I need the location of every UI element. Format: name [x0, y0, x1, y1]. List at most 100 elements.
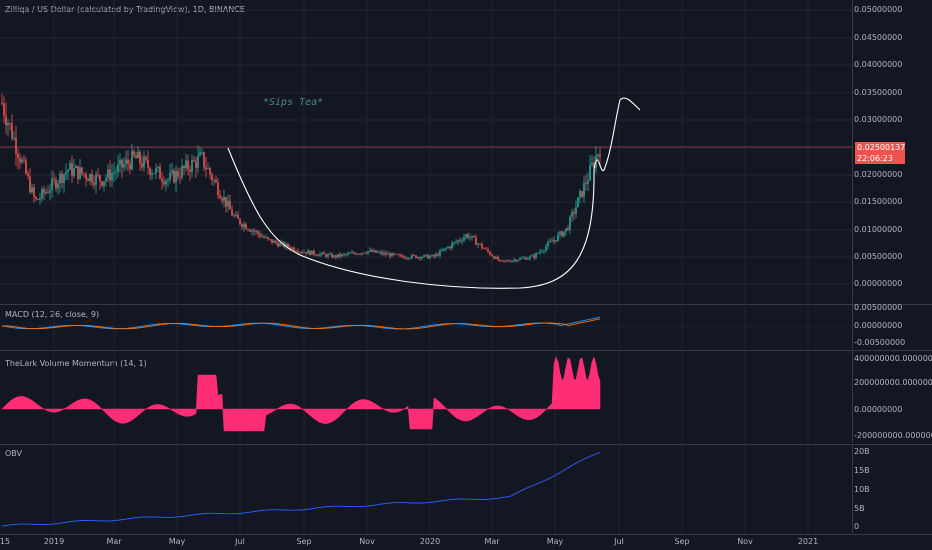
- candle-body: [159, 166, 161, 179]
- obv-scale[interactable]: [852, 445, 932, 533]
- candle-body: [329, 254, 331, 255]
- candle-body: [515, 259, 517, 262]
- candle-body: [195, 160, 197, 168]
- candle-body: [133, 151, 135, 156]
- candle-body: [209, 168, 211, 175]
- candle-body: [457, 240, 459, 242]
- price-scale[interactable]: [852, 0, 932, 303]
- time-tick: May: [546, 537, 564, 546]
- candle-body: [593, 162, 595, 169]
- candle-body: [387, 253, 389, 255]
- candle-body: [253, 230, 255, 232]
- candle-body: [527, 258, 529, 260]
- candle-body: [405, 258, 407, 259]
- candle-body: [513, 259, 515, 261]
- candle-body: [339, 254, 341, 257]
- price-tick: 0.04500000: [854, 33, 903, 42]
- candle-body: [103, 181, 105, 186]
- candle-body: [127, 159, 129, 164]
- pane-separator[interactable]: [0, 304, 932, 305]
- candle-body: [579, 190, 581, 198]
- candle-body: [597, 154, 599, 157]
- candle-body: [505, 260, 507, 262]
- candle-body: [193, 159, 195, 161]
- candle-body: [519, 258, 521, 261]
- candle-body: [559, 231, 561, 235]
- candle-body: [53, 178, 55, 180]
- candle-body: [285, 243, 287, 248]
- candle-body: [497, 256, 499, 261]
- candle-body: [57, 183, 59, 189]
- candle-body: [317, 255, 319, 257]
- time-axis-separator: [0, 534, 932, 535]
- macd-tick: -0.00500000: [854, 338, 906, 347]
- macd-signal-line: [2, 318, 601, 330]
- candle-body: [589, 164, 591, 181]
- candle-body: [485, 248, 487, 250]
- candle-body: [165, 180, 167, 185]
- candle-body: [277, 242, 279, 247]
- candle-body: [183, 165, 185, 168]
- candle-body: [417, 257, 419, 259]
- candle-body: [525, 257, 527, 260]
- pane-separator[interactable]: [0, 444, 932, 445]
- candle-body: [63, 174, 65, 184]
- candle-body: [407, 258, 409, 259]
- candle-body: [47, 191, 49, 193]
- volume-momentum-area: [1, 356, 601, 432]
- candle-body: [465, 234, 467, 238]
- candle-body: [229, 200, 231, 210]
- candle-body: [7, 123, 9, 126]
- candle-body: [391, 253, 393, 257]
- candle-body: [17, 153, 19, 158]
- candle-body: [203, 152, 205, 168]
- candle-body: [107, 169, 109, 178]
- candle-body: [477, 243, 479, 245]
- candle-body: [499, 260, 501, 262]
- candle-body: [189, 169, 191, 172]
- candle-body: [377, 252, 379, 254]
- candle-body: [101, 181, 103, 186]
- candle-body: [93, 182, 95, 185]
- chart-drawing-layer: [0, 0, 852, 534]
- candle-body: [375, 250, 377, 253]
- macd-scale[interactable]: [852, 305, 932, 349]
- candle-body: [301, 251, 303, 253]
- candle-body: [3, 103, 5, 116]
- candle-body: [341, 254, 343, 257]
- candle-body: [349, 253, 351, 254]
- candle-body: [373, 250, 375, 252]
- candle-body: [225, 197, 227, 207]
- candle-body: [233, 215, 235, 217]
- candle-body: [219, 195, 221, 199]
- candle-body: [449, 246, 451, 248]
- candle-body: [583, 182, 585, 197]
- candle-body: [211, 174, 213, 181]
- candle-body: [393, 253, 395, 255]
- candle-body: [471, 235, 473, 238]
- volume-momentum-scale[interactable]: [852, 351, 932, 443]
- price-tick: 0.01500000: [854, 197, 903, 206]
- candle-body: [293, 247, 295, 251]
- candle-body: [383, 252, 385, 255]
- candle-body: [237, 215, 239, 219]
- candle-body: [89, 174, 91, 182]
- candle-body: [463, 237, 465, 241]
- pane-separator[interactable]: [0, 350, 932, 351]
- candle-body: [321, 252, 323, 254]
- candle-body: [267, 237, 269, 239]
- candle-body: [37, 199, 39, 201]
- candle-body: [251, 230, 253, 232]
- candle-body: [155, 167, 157, 174]
- candle-body: [265, 237, 267, 238]
- candle-body: [75, 166, 77, 169]
- candle-body: [179, 176, 181, 178]
- candle-body: [461, 240, 463, 242]
- candle-body: [21, 159, 23, 163]
- candle-body: [581, 190, 583, 197]
- candle-body: [411, 255, 413, 259]
- candle-body: [325, 254, 327, 257]
- candle-body: [261, 236, 263, 238]
- candle-body: [569, 216, 571, 230]
- candle-body: [309, 250, 311, 255]
